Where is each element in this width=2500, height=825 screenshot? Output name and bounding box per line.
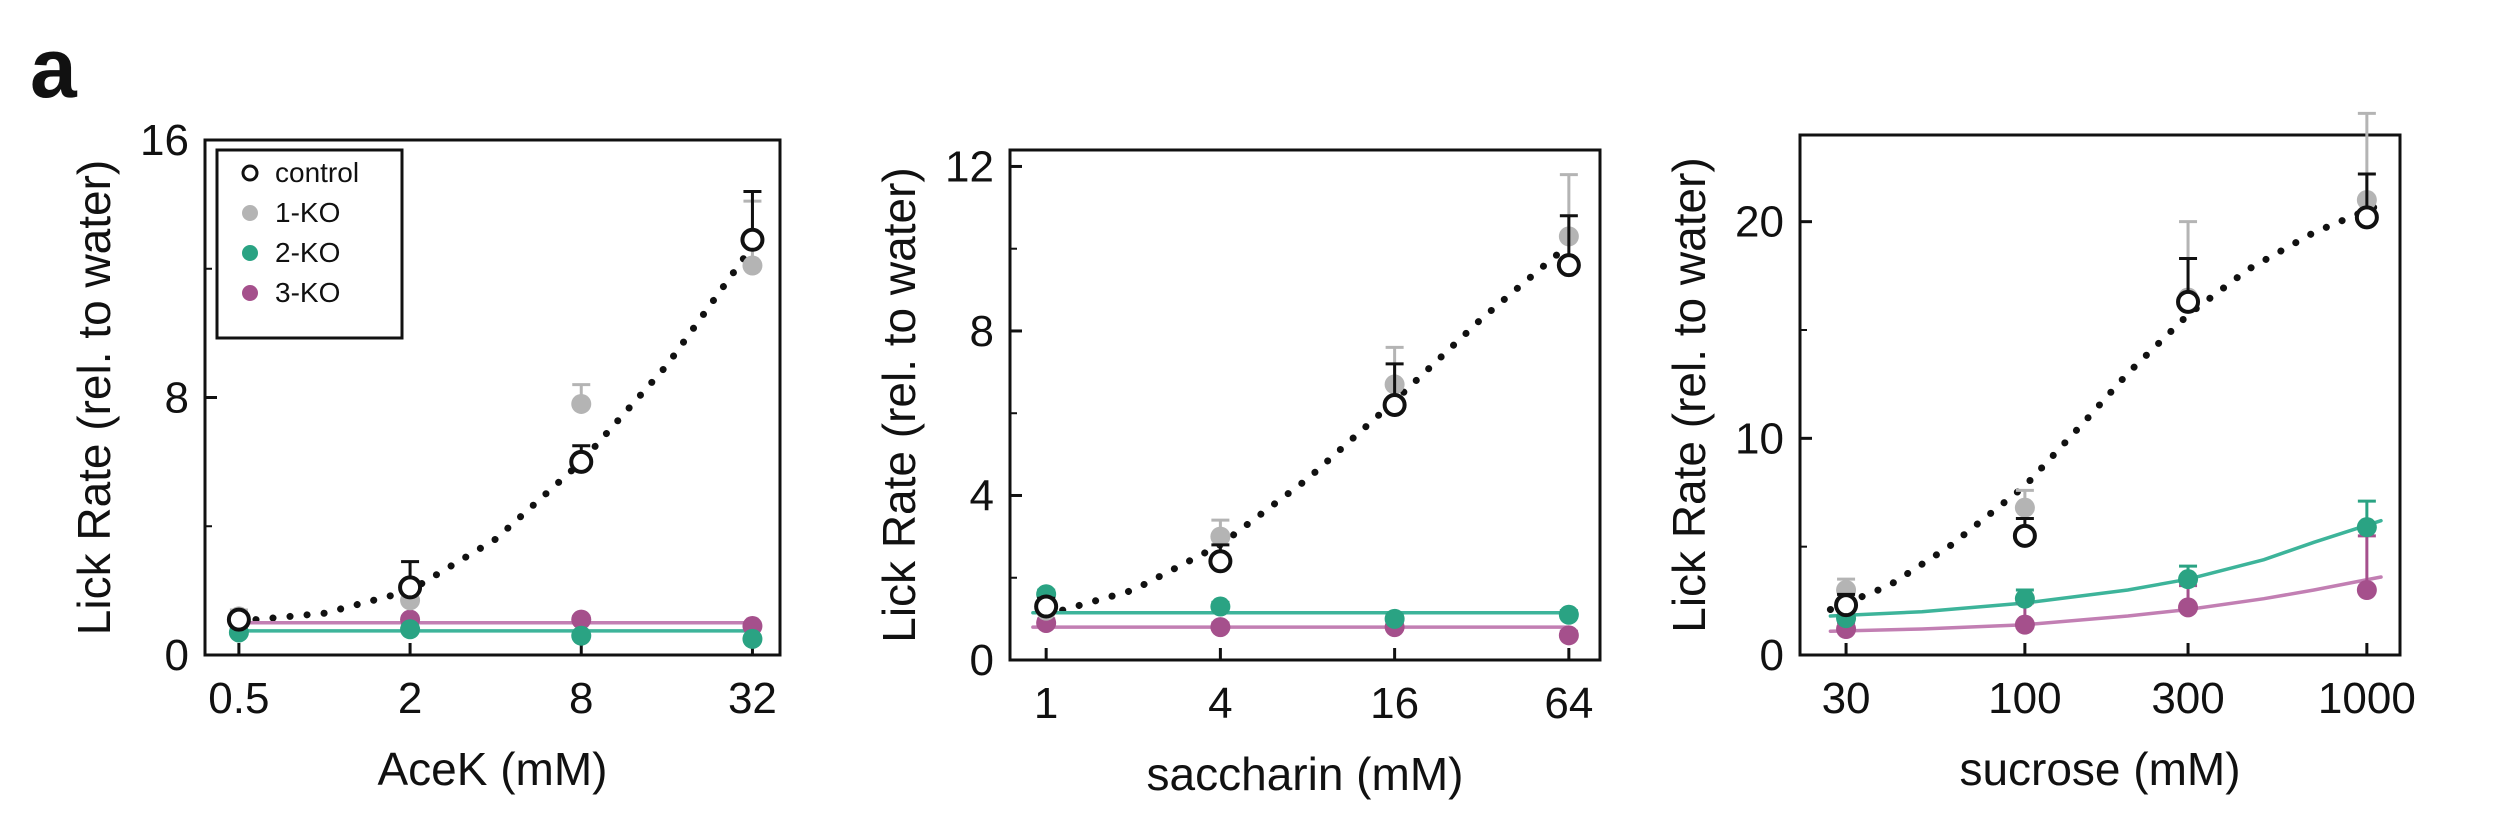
panel-letter: a: [30, 21, 77, 115]
point-2-KO: [2178, 569, 2199, 590]
fit-curve-control: [1826, 200, 2385, 613]
point-control: [2176, 289, 2201, 314]
point-2-KO: [2356, 517, 2377, 538]
point-control: [2012, 523, 2037, 548]
point-1-KO: [571, 393, 592, 414]
y-axis-label: Lick Rate (rel. to water): [68, 160, 120, 635]
point-control: [1556, 253, 1581, 278]
point-control: [1034, 594, 1059, 619]
legend-marker-control: [241, 164, 259, 182]
plot-frame: [1008, 148, 1602, 662]
legend-marker-1-KO: [242, 205, 258, 221]
point-3-KO: [2014, 614, 2035, 635]
x-tick-label: 32: [728, 674, 777, 723]
y-tick-label: 20: [1735, 198, 1784, 247]
fit-curve-control: [1042, 241, 1573, 619]
y-tick-label: 10: [1735, 414, 1784, 463]
x-axis-label: saccharin (mM): [1147, 748, 1464, 800]
legend-label-3-KO: 3-KO: [275, 277, 340, 308]
legend: control 1-KO 2-KO 3-KO: [215, 148, 404, 340]
x-tick-label: 16: [1370, 679, 1419, 728]
x-tick-label: 2: [398, 674, 422, 723]
point-1-KO: [1210, 526, 1231, 547]
point-2-KO: [1558, 604, 1579, 625]
legend-box: [215, 148, 404, 340]
x-tick-label: 1: [1034, 679, 1058, 728]
y-tick-label: 8: [970, 307, 994, 356]
point-control: [1382, 393, 1407, 417]
legend-marker-2-KO: [242, 245, 258, 261]
chart-1: 0 8 16 0.5 2 8 32 AceK (mM) Lick Rate (rel. to w…: [68, 116, 782, 795]
y-tick-label: 4: [970, 471, 994, 520]
point-3-KO: [1210, 617, 1231, 638]
legend-label-control: control: [275, 157, 359, 188]
legend-label-2-KO: 2-KO: [275, 237, 340, 268]
y-tick-label: 0: [1760, 631, 1784, 680]
chart-3: 0 10 20 30 100 300 1000 sucrose (mM) Lick Rate (…: [1663, 111, 2416, 795]
fit-curve-control: [235, 242, 756, 625]
x-tick-label: 300: [2151, 674, 2224, 723]
point-2-KO: [742, 628, 763, 649]
legend-label-1-KO: 1-KO: [275, 197, 340, 228]
y-tick-label: 0: [970, 636, 994, 685]
fit-curve-3-KO: [1828, 575, 2383, 633]
point-2-KO: [1384, 608, 1405, 629]
point-control: [569, 449, 594, 474]
point-2-KO: [2014, 588, 2035, 609]
plot-frame: [1798, 133, 2402, 657]
y-tick-label: 8: [165, 374, 189, 423]
y-tick-label: 16: [140, 116, 189, 165]
y-tick-label: 12: [945, 142, 994, 191]
point-1-KO: [742, 255, 763, 276]
point-2-KO: [571, 625, 592, 646]
point-control: [1834, 593, 1859, 618]
point-3-KO: [2178, 597, 2199, 618]
point-control: [2354, 205, 2379, 230]
y-axis-label: Lick Rate (rel. to water): [873, 167, 925, 642]
point-2-KO: [1210, 596, 1231, 617]
point-control: [398, 575, 423, 600]
y-axis-label: Lick Rate (rel. to water): [1663, 157, 1715, 632]
point-control: [740, 227, 765, 252]
point-3-KO: [571, 609, 592, 630]
x-tick-label: 64: [1544, 679, 1593, 728]
y-tick-label: 0: [165, 631, 189, 680]
point-1-KO: [2014, 497, 2035, 518]
point-3-KO: [1558, 625, 1579, 646]
point-control: [1208, 549, 1233, 574]
point-3-KO: [2356, 580, 2377, 600]
x-tick-label: 30: [1822, 674, 1871, 723]
x-tick-label: 1000: [2318, 674, 2416, 723]
point-control: [226, 607, 251, 632]
fit-curve-2-KO: [1828, 518, 2383, 618]
x-tick-label: 8: [569, 674, 593, 723]
x-tick-label: 0.5: [208, 674, 269, 723]
x-axis-label: sucrose (mM): [1959, 743, 2240, 795]
x-tick-label: 4: [1208, 679, 1232, 728]
legend-marker-3-KO: [242, 285, 258, 301]
point-2-KO: [400, 619, 421, 640]
x-axis-label: AceK (mM): [378, 743, 608, 795]
x-tick-label: 100: [1988, 674, 2061, 723]
